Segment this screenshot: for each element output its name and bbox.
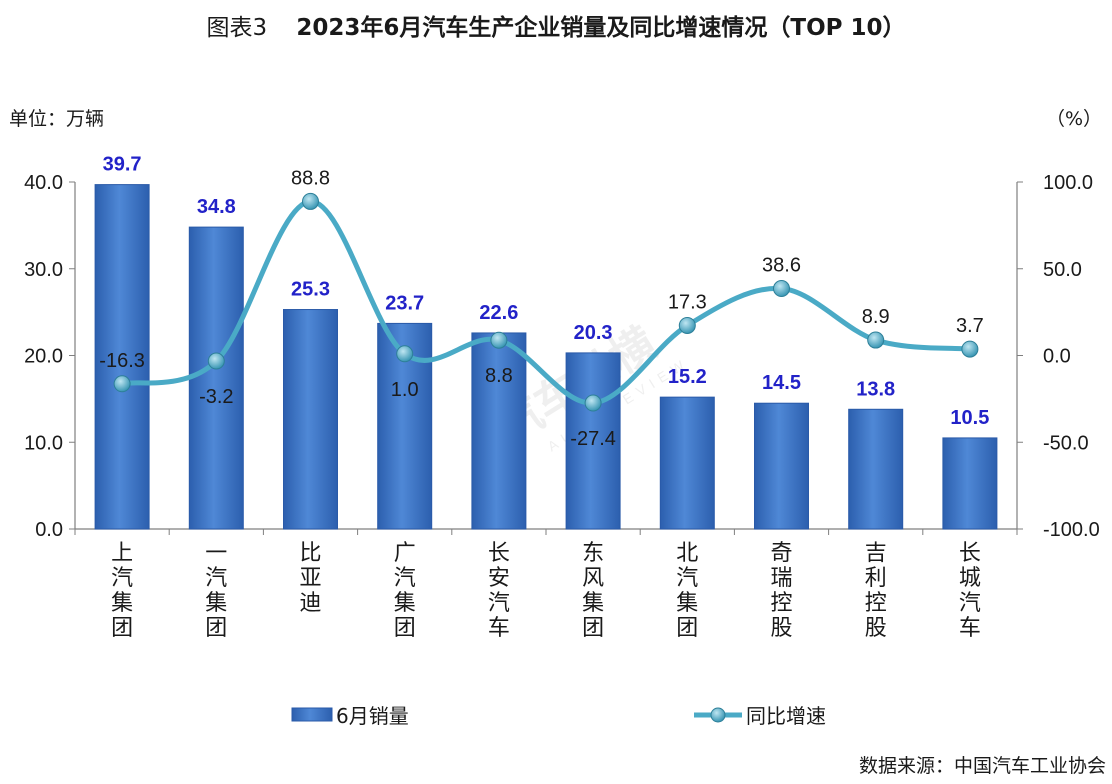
source-note: 数据来源：中国汽车工业协会 (858, 755, 1106, 777)
figure-title: 2023年6月汽车生产企业销量及同比增速情况（TOP 10） (296, 15, 906, 41)
bar (659, 396, 715, 530)
bar (283, 309, 338, 530)
legend-bar-label: 6月销量 (336, 704, 409, 728)
x-tick-label: 一汽集团 (205, 541, 227, 641)
right-y-tick-label: 100.0 (1043, 172, 1093, 194)
right-y-tick-label: -100.0 (1043, 519, 1100, 541)
left-y-tick-label: 40.0 (24, 172, 63, 194)
bar-value-label: 14.5 (762, 372, 801, 394)
left-y-tick-label: 10.0 (24, 432, 63, 454)
bar-value-label: 34.8 (197, 196, 236, 218)
left-y-tick-label: 0.0 (35, 519, 63, 541)
data-labels: 39.7 34.8 25.3 23.7 22.6 20.3 15.2 14.5 13.8 10.5… (99, 154, 989, 450)
line-value-label: -3.2 (199, 386, 233, 408)
x-tick-label: 奇瑞控股 (770, 541, 792, 641)
bar-value-label: 25.3 (291, 279, 330, 301)
bar (565, 352, 621, 530)
line-value-label: 88.8 (291, 167, 330, 189)
line-marker (302, 192, 319, 210)
line-value-label: 17.3 (668, 291, 707, 313)
x-tick-label: 广汽集团 (394, 541, 416, 641)
line-marker (207, 352, 225, 370)
left-y-tick-label: 20.0 (24, 346, 63, 368)
line-value-label: -27.4 (570, 428, 616, 450)
line-marker (584, 394, 602, 412)
bar-value-label: 20.3 (574, 322, 613, 344)
bar-value-label: 23.7 (385, 292, 424, 314)
legend-line-label: 同比增速 (746, 704, 826, 728)
bar-value-label: 13.8 (856, 378, 895, 400)
line-marker (490, 331, 508, 349)
x-tick-label: 长城汽车 (959, 541, 981, 641)
legend-line-marker (710, 707, 726, 723)
bar (848, 408, 904, 530)
legend-bar-swatch (291, 707, 333, 722)
axes: 0.0 10.0 20.0 30.0 40.0 -100.0 -50.0 0.0 50.0 100… (24, 172, 1100, 641)
line-value-label: 38.6 (762, 255, 801, 277)
bar (188, 226, 244, 530)
line-marker (678, 316, 696, 334)
bar-value-label: 10.5 (950, 407, 989, 429)
line-value-label: 1.0 (391, 379, 419, 401)
x-tick-label: 长安汽车 (488, 541, 510, 641)
x-tick-label: 东风集团 (582, 541, 604, 641)
bar (754, 402, 809, 530)
right-y-tick-label: 50.0 (1043, 259, 1082, 281)
line-marker (773, 280, 790, 298)
line-marker (867, 331, 885, 349)
bar (471, 332, 527, 530)
right-axis-unit: （%） (1045, 108, 1102, 130)
bar-value-label: 22.6 (479, 302, 518, 324)
x-tick-label: 上汽集团 (111, 541, 133, 641)
legend: 6月销量 同比增速 (291, 704, 826, 728)
bar-series (94, 184, 998, 530)
line-value-label: 8.9 (862, 306, 890, 328)
x-tick-label: 比亚迪 (299, 541, 321, 616)
bar-value-label: 15.2 (668, 366, 707, 388)
line-series (113, 192, 979, 412)
line-value-label: 3.7 (956, 315, 984, 337)
right-y-tick-label: 0.0 (1043, 346, 1071, 368)
bar (94, 184, 150, 530)
left-axis-unit: 单位：万辆 (9, 108, 105, 130)
line-marker (396, 345, 414, 363)
line-value-label: -16.3 (99, 350, 145, 372)
left-y-tick-label: 30.0 (24, 259, 63, 281)
line-marker (113, 375, 131, 393)
line-marker (961, 340, 979, 358)
line-value-label: 8.8 (485, 365, 513, 387)
chart-title: 图表3 2023年6月汽车生产企业销量及同比增速情况（TOP 10） (0, 8, 1112, 42)
figure-number: 图表3 (206, 15, 268, 41)
x-tick-label: 吉利控股 (865, 541, 887, 641)
right-y-tick-label: -50.0 (1043, 432, 1089, 454)
bar (942, 437, 998, 530)
x-tick-label: 北汽集团 (676, 541, 698, 641)
bar-value-label: 39.7 (103, 154, 142, 176)
line-path (119, 198, 973, 406)
